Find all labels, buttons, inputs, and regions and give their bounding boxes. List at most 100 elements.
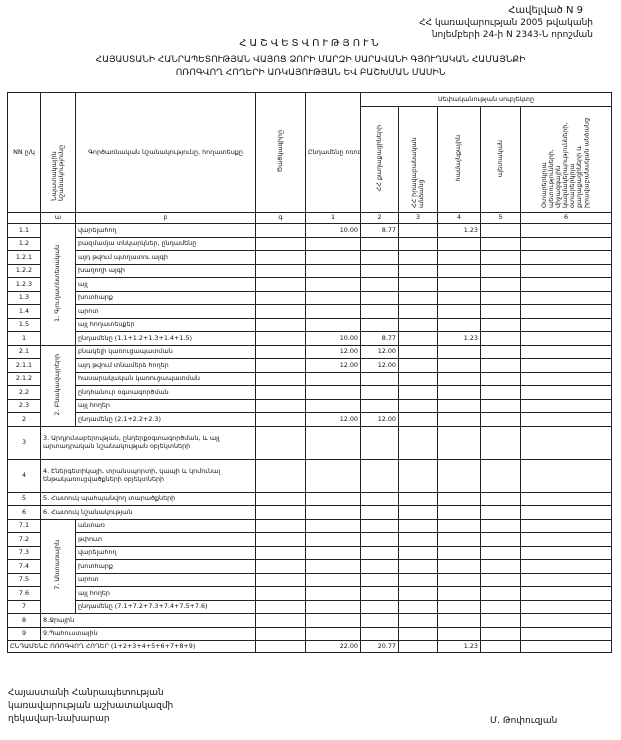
table-cell (398, 425, 438, 460)
decree-line: նոյեմբերի 24-ի N 2343-Ն որոշման (431, 30, 593, 40)
table-cell (360, 317, 399, 332)
table-cell (437, 505, 481, 520)
table-row: NN ը/կ Նպատակային նշանակությունը Գործառնակ… (7, 92, 612, 213)
position: ղեկավար-նախարար (8, 714, 110, 724)
table-cell (305, 236, 361, 251)
table-cell: 1.2.3 (7, 277, 41, 292)
table-cell (520, 626, 612, 641)
decree-line: ՀՀ կառավարության 2005 թվականի (419, 18, 593, 28)
table-cell: համայնքային (437, 106, 481, 213)
table-cell: ընդամենը (7.1+7.2+7.3+7.4+7.5+7.6) (75, 599, 256, 614)
table-cell: Սեփականության սուբյեկտը (360, 92, 612, 107)
table-cell (360, 532, 399, 547)
table-cell (360, 385, 399, 400)
table-cell (255, 613, 306, 628)
table-cell (437, 458, 481, 493)
table-cell (520, 317, 612, 332)
table-row: 1.2 բազմամյա տնկարկներ, ընդամենը (7, 236, 612, 251)
table-cell (398, 640, 438, 653)
table-cell (480, 505, 521, 520)
vertical-text: Օտարերկրյա պետությունների, միջազգային կա… (540, 118, 591, 209)
table-cell (360, 458, 399, 493)
table-cell (480, 263, 521, 278)
table-cell (255, 572, 306, 587)
table-cell (398, 223, 438, 238)
table-cell: այլ հողեր (75, 398, 256, 413)
table-cell: 8.Ջրային (40, 613, 256, 628)
table-cell (520, 331, 612, 346)
table-cell (305, 371, 361, 386)
table-cell: հասարակական կառուցապատման (75, 371, 256, 386)
table-cell (437, 425, 481, 460)
table-cell (255, 599, 306, 614)
table-cell (255, 250, 306, 265)
table-cell (360, 263, 399, 278)
table-cell (520, 545, 612, 560)
table-cell (305, 532, 361, 547)
table-cell (360, 371, 399, 386)
table-cell (305, 304, 361, 319)
table-cell (480, 250, 521, 265)
table-cell (520, 277, 612, 292)
table-cell: 1.23 (437, 331, 481, 346)
table-cell (398, 559, 438, 574)
table-cell: 3. Արդյունաբերության, ընդերքօգտագործման,… (40, 425, 256, 460)
table-cell (398, 236, 438, 251)
table-cell (255, 358, 306, 373)
table-cell: 7.4 (7, 559, 41, 574)
table-row: 2.1.1 այդ թվում տնամերձ հողեր 12.00 12.00 (7, 358, 612, 373)
table-cell (480, 304, 521, 319)
table-row: 2.1 2. Բնակավայրերի բնակելի կառուցապատման 1… (7, 344, 612, 427)
table-row: ՀՀ քաղաքացիների ՀՀ իրավաբանական անձանց համ… (8, 106, 612, 213)
table-cell (520, 236, 612, 251)
table-cell: այլ հողեր (75, 586, 256, 601)
table-cell (305, 385, 361, 400)
table-cell (360, 613, 399, 628)
table-cell (360, 236, 399, 251)
table-cell: 12.00 (360, 358, 399, 373)
table-cell: 7.2 (7, 532, 41, 547)
table-cell (255, 398, 306, 413)
table-cell: ա (40, 212, 76, 224)
table-row: 2.1.2 հասարակական կառուցապատման (7, 371, 612, 386)
table-cell (255, 371, 306, 386)
table-cell (520, 586, 612, 601)
table-row: 2 ընդամենը (2.1+2.2+2.3) 12.00 12.00 (7, 412, 612, 427)
vertical-text: 7. Անտառային (53, 540, 62, 591)
table-cell (480, 559, 521, 574)
table-cell: Օտարերկրյա պետությունների, միջազգային կա… (520, 106, 612, 213)
table-cell (360, 545, 399, 560)
table-cell (480, 277, 521, 292)
table-cell (360, 304, 399, 319)
table-cell (480, 572, 521, 587)
table-cell (480, 425, 521, 460)
table-cell (480, 545, 521, 560)
table-cell: 2.1 (7, 344, 41, 359)
table-cell (480, 532, 521, 547)
table-cell: 2.1.2 (7, 371, 41, 386)
table-cell (520, 640, 612, 653)
table-cell (480, 317, 521, 332)
table-row: 2.3 այլ հողեր (7, 398, 612, 413)
table-cell (398, 344, 438, 359)
table-cell: 1.1 (7, 223, 41, 238)
table-cell (305, 458, 361, 493)
table-cell (437, 250, 481, 265)
table-cell (480, 358, 521, 373)
table-cell: այլ հողատեսքեր (75, 317, 256, 332)
table-cell (520, 532, 612, 547)
table-cell (437, 371, 481, 386)
table-cell: 1.2.2 (7, 263, 41, 278)
table-cell: արոտ (75, 572, 256, 587)
table-cell: 2 (360, 212, 399, 224)
subtitle: ՀԱՅԱՍՏԱՆԻ ՀԱՆՐԱՊԵՏՈՒԹՅԱՆ ՎԱՅՈՑ ՁՈՐԻ ՄԱՐԶ… (95, 55, 526, 65)
table-cell (398, 385, 438, 400)
table-cell: 3 (7, 425, 41, 460)
table-cell: վարելահող (75, 545, 256, 560)
table-cell (480, 236, 521, 251)
table-cell (480, 371, 521, 386)
table-cell: խոտհարք (75, 290, 256, 305)
table-cell: 1 (305, 212, 361, 224)
table-cell: ՀՀ իրավաբանական անձանց (398, 106, 438, 213)
